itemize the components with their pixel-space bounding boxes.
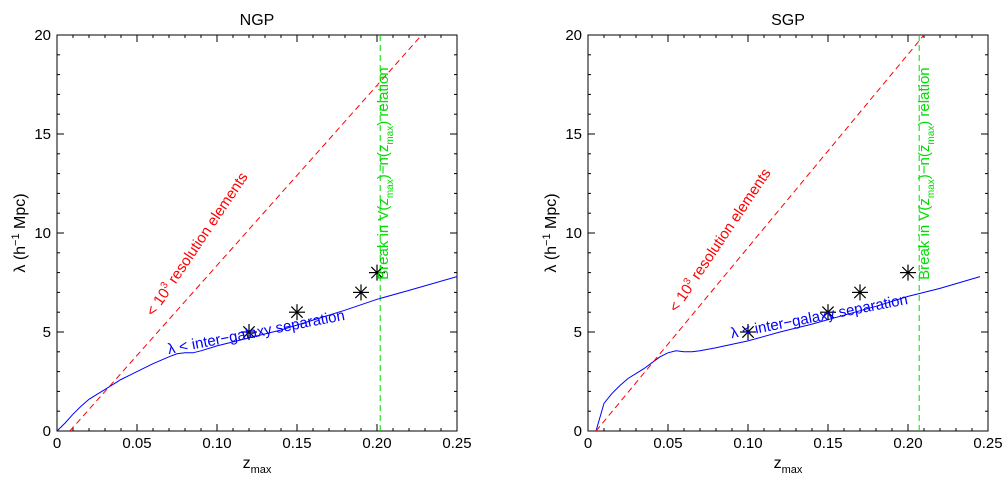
asterisk-point bbox=[289, 304, 305, 321]
x-tick-label: 0 bbox=[584, 435, 592, 452]
y-tick-label: 5 bbox=[574, 324, 582, 341]
break-label-e: ) relation bbox=[375, 67, 392, 125]
x-axis-label: zmax bbox=[774, 455, 803, 476]
asterisk-stroke bbox=[821, 306, 835, 319]
y-tick-label: 5 bbox=[43, 324, 51, 341]
y-axis-label-tail: Mpc) bbox=[543, 193, 560, 233]
asterisk-point bbox=[900, 264, 916, 281]
break-label-d: max bbox=[926, 126, 937, 145]
y-tick-label: 15 bbox=[34, 126, 51, 143]
asterisk-stroke bbox=[370, 266, 384, 279]
asterisk-point bbox=[740, 324, 756, 340]
x-axis-label-sub: max bbox=[251, 464, 272, 476]
y-tick-label: 0 bbox=[574, 423, 582, 440]
separation-curve bbox=[595, 276, 981, 431]
break-label-c: )−n(z bbox=[375, 145, 392, 180]
separation-label: λ < inter−galaxy separation bbox=[166, 307, 346, 358]
data-layer bbox=[595, 35, 981, 431]
x-tick-label: 0.25 bbox=[442, 435, 471, 452]
break-label-d: max bbox=[385, 126, 396, 145]
asterisk-stroke bbox=[242, 325, 256, 339]
break-label: Break in V(zmax)−n(zmax) relation bbox=[916, 67, 937, 279]
asterisk-point bbox=[353, 284, 369, 301]
y-axis-label-main: λ (h bbox=[543, 246, 560, 273]
break-label-b: max bbox=[385, 179, 396, 198]
resolution-label-sup: 3 bbox=[159, 280, 171, 291]
y-axis-label: λ (h−1 Mpc) bbox=[10, 193, 29, 272]
data-layer bbox=[57, 35, 457, 431]
y-tick-label: 20 bbox=[565, 27, 582, 44]
break-label-b: max bbox=[926, 179, 937, 198]
x-tick-label: 0.20 bbox=[893, 435, 922, 452]
resolution-label-sup: 3 bbox=[682, 276, 694, 287]
x-tick-label: 0.10 bbox=[202, 435, 231, 452]
chart-title: NGP bbox=[240, 12, 275, 29]
x-tick-label: 0.15 bbox=[282, 435, 311, 452]
y-tick-label: 15 bbox=[565, 126, 582, 143]
asterisk-stroke bbox=[853, 286, 867, 299]
asterisk-stroke bbox=[901, 266, 915, 279]
x-tick-label: 0.20 bbox=[362, 435, 391, 452]
asterisk-stroke bbox=[290, 306, 304, 319]
chart-title: SGP bbox=[771, 12, 805, 29]
x-axis-label-sub: max bbox=[782, 464, 803, 476]
x-tick-label: 0.15 bbox=[813, 435, 842, 452]
x-tick-label: 0.10 bbox=[733, 435, 762, 452]
y-axis-label-tail: Mpc) bbox=[12, 193, 29, 233]
y-tick-label: 0 bbox=[43, 423, 51, 440]
break-label: Break in V(zmax)−n(zmax) relation bbox=[375, 67, 396, 279]
x-tick-label: 0.05 bbox=[122, 435, 151, 452]
y-tick-label: 10 bbox=[34, 225, 51, 242]
x-tick-label: 0 bbox=[53, 435, 61, 452]
y-tick-label: 20 bbox=[34, 27, 51, 44]
x-axis-label: zmax bbox=[243, 455, 272, 476]
x-axis-label-main: z bbox=[774, 455, 782, 472]
asterisk-stroke bbox=[741, 325, 755, 339]
separation-label: λ < inter−galaxy separation bbox=[729, 291, 909, 342]
separation-curve bbox=[57, 276, 457, 431]
y-axis-label-sup: −1 bbox=[541, 233, 553, 246]
resolution-label: < 103 resolution elements bbox=[142, 169, 252, 320]
plot-frame bbox=[56, 34, 458, 432]
resolution-label-suffix: resolution elements bbox=[686, 165, 775, 286]
resolution-label-prefix: < 10 bbox=[666, 281, 697, 315]
y-tick-label: 10 bbox=[565, 225, 582, 242]
resolution-limit-line bbox=[69, 35, 423, 431]
asterisk-point bbox=[820, 304, 836, 321]
y-axis-label-sup: −1 bbox=[10, 233, 22, 246]
break-label-c: )−n(z bbox=[916, 145, 933, 180]
break-label-a: Break in V(z bbox=[375, 198, 392, 280]
x-tick-label: 0.25 bbox=[973, 435, 1002, 452]
asterisk-point bbox=[852, 284, 868, 301]
resolution-label-prefix: < 10 bbox=[143, 285, 174, 319]
resolution-label: < 103 resolution elements bbox=[665, 165, 775, 316]
x-tick-label: 0.05 bbox=[653, 435, 682, 452]
break-label-e: ) relation bbox=[916, 67, 933, 125]
resolution-limit-line bbox=[595, 35, 925, 431]
y-axis-label: λ (h−1 Mpc) bbox=[541, 193, 560, 272]
asterisk-point bbox=[369, 264, 385, 281]
asterisk-point bbox=[241, 324, 257, 340]
break-label-a: Break in V(z bbox=[916, 198, 933, 280]
asterisk-stroke bbox=[354, 286, 368, 299]
resolution-label-suffix: resolution elements bbox=[163, 169, 252, 290]
x-axis-label-main: z bbox=[243, 455, 251, 472]
y-axis-label-main: λ (h bbox=[12, 246, 29, 273]
